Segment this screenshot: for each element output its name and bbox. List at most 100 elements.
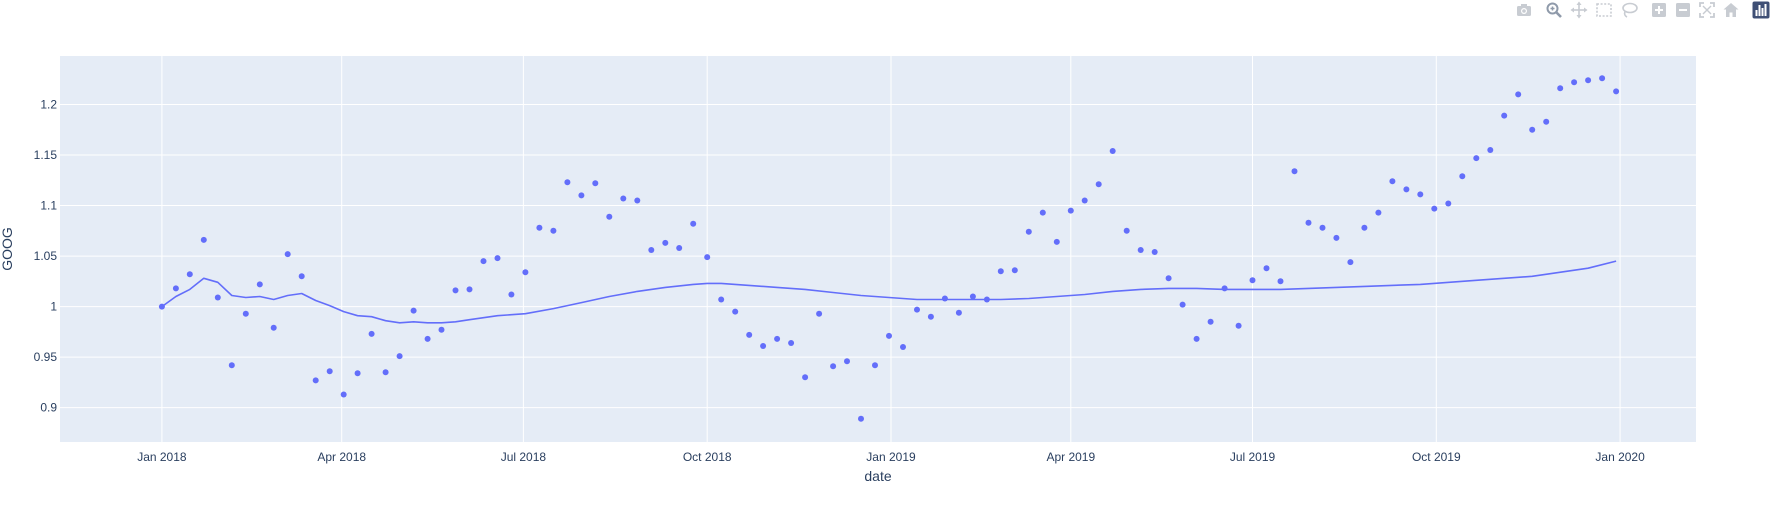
data-point[interactable] bbox=[1557, 85, 1564, 92]
data-point[interactable] bbox=[830, 363, 837, 370]
data-point[interactable] bbox=[718, 296, 725, 303]
data-point[interactable] bbox=[1473, 155, 1480, 162]
data-point[interactable] bbox=[1445, 200, 1452, 207]
data-point[interactable] bbox=[1067, 207, 1074, 214]
data-point[interactable] bbox=[1053, 238, 1060, 245]
data-point[interactable] bbox=[578, 192, 585, 199]
data-point[interactable] bbox=[941, 295, 948, 302]
data-point[interactable] bbox=[1571, 79, 1578, 86]
data-point[interactable] bbox=[620, 195, 627, 202]
plot-background[interactable] bbox=[60, 56, 1696, 442]
data-point[interactable] bbox=[270, 324, 277, 331]
data-point[interactable] bbox=[242, 310, 249, 317]
data-point[interactable] bbox=[844, 358, 850, 365]
data-point[interactable] bbox=[606, 213, 613, 220]
data-point[interactable] bbox=[1291, 168, 1298, 175]
data-point[interactable] bbox=[228, 362, 235, 369]
data-point[interactable] bbox=[592, 180, 599, 187]
data-point[interactable] bbox=[186, 271, 193, 278]
data-point[interactable] bbox=[704, 254, 711, 261]
data-point[interactable] bbox=[955, 309, 962, 316]
data-point[interactable] bbox=[438, 326, 445, 333]
data-point[interactable] bbox=[1333, 234, 1340, 241]
data-point[interactable] bbox=[1417, 191, 1424, 198]
data-point[interactable] bbox=[1221, 285, 1228, 292]
data-point[interactable] bbox=[172, 285, 179, 292]
data-point[interactable] bbox=[690, 220, 697, 227]
data-point[interactable] bbox=[1319, 224, 1326, 231]
data-point[interactable] bbox=[1613, 88, 1620, 95]
data-point[interactable] bbox=[1389, 178, 1396, 185]
data-point[interactable] bbox=[1081, 197, 1088, 204]
data-point[interactable] bbox=[1123, 227, 1130, 234]
data-point[interactable] bbox=[1501, 112, 1508, 119]
data-point[interactable] bbox=[340, 391, 347, 398]
camera-button[interactable] bbox=[1515, 1, 1533, 19]
data-point[interactable] bbox=[802, 374, 809, 381]
data-point[interactable] bbox=[676, 245, 683, 251]
plotly-logo-button[interactable] bbox=[1752, 1, 1770, 19]
data-point[interactable] bbox=[900, 344, 906, 350]
data-point[interactable] bbox=[732, 308, 739, 315]
data-point[interactable] bbox=[256, 281, 263, 288]
data-point[interactable] bbox=[1165, 275, 1172, 282]
data-point[interactable] bbox=[452, 287, 459, 294]
zoom-in-button[interactable] bbox=[1650, 1, 1668, 19]
data-point[interactable] bbox=[1305, 219, 1312, 226]
data-point[interactable] bbox=[662, 239, 669, 246]
data-point[interactable] bbox=[914, 306, 920, 313]
data-point[interactable] bbox=[494, 255, 501, 262]
data-point[interactable] bbox=[1039, 209, 1046, 216]
data-point[interactable] bbox=[522, 269, 529, 276]
zoom-button[interactable] bbox=[1545, 1, 1563, 19]
trend-line[interactable] bbox=[161, 260, 1617, 324]
data-point[interactable] bbox=[969, 293, 976, 300]
data-point[interactable] bbox=[1375, 209, 1382, 216]
data-point[interactable] bbox=[1151, 249, 1158, 255]
data-point[interactable] bbox=[634, 197, 641, 204]
data-point[interactable] bbox=[564, 179, 571, 186]
data-point[interactable] bbox=[536, 224, 543, 231]
reset-axes-button[interactable] bbox=[1722, 1, 1740, 19]
data-point[interactable] bbox=[1431, 205, 1438, 212]
data-point[interactable] bbox=[396, 353, 403, 360]
data-point[interactable] bbox=[746, 331, 753, 338]
data-point[interactable] bbox=[1179, 301, 1186, 308]
autoscale-button[interactable] bbox=[1698, 1, 1716, 19]
data-point[interactable] bbox=[1193, 335, 1200, 342]
data-point[interactable] bbox=[368, 330, 375, 337]
data-point[interactable] bbox=[480, 258, 487, 265]
data-point[interactable] bbox=[312, 377, 319, 384]
data-point[interactable] bbox=[788, 340, 795, 346]
data-point[interactable] bbox=[1585, 77, 1592, 84]
data-point[interactable] bbox=[508, 291, 515, 298]
data-point[interactable] bbox=[1207, 318, 1214, 325]
data-point[interactable] bbox=[648, 247, 655, 253]
data-point[interactable] bbox=[1137, 247, 1144, 253]
box-select-button[interactable] bbox=[1595, 1, 1613, 19]
data-point[interactable] bbox=[354, 370, 361, 377]
data-point[interactable] bbox=[1487, 147, 1494, 153]
data-point[interactable] bbox=[1109, 148, 1116, 154]
data-point[interactable] bbox=[1263, 265, 1270, 272]
data-point[interactable] bbox=[997, 268, 1004, 275]
data-point[interactable] bbox=[872, 362, 878, 369]
data-point[interactable] bbox=[886, 332, 892, 339]
data-point[interactable] bbox=[1095, 181, 1102, 188]
data-point[interactable] bbox=[1347, 259, 1354, 266]
data-point[interactable] bbox=[1599, 75, 1606, 82]
data-point[interactable] bbox=[424, 335, 431, 342]
data-point[interactable] bbox=[1403, 186, 1410, 193]
pan-button[interactable] bbox=[1570, 1, 1588, 19]
lasso-select-button[interactable] bbox=[1620, 1, 1638, 19]
data-point[interactable] bbox=[298, 273, 305, 280]
data-point[interactable] bbox=[816, 310, 823, 317]
data-point[interactable] bbox=[284, 251, 291, 258]
data-point[interactable] bbox=[1459, 173, 1466, 180]
data-point[interactable] bbox=[858, 415, 864, 422]
data-point[interactable] bbox=[382, 369, 389, 376]
data-point[interactable] bbox=[927, 313, 934, 320]
data-point[interactable] bbox=[1025, 228, 1032, 235]
data-point[interactable] bbox=[1277, 278, 1284, 285]
data-point[interactable] bbox=[466, 286, 473, 293]
